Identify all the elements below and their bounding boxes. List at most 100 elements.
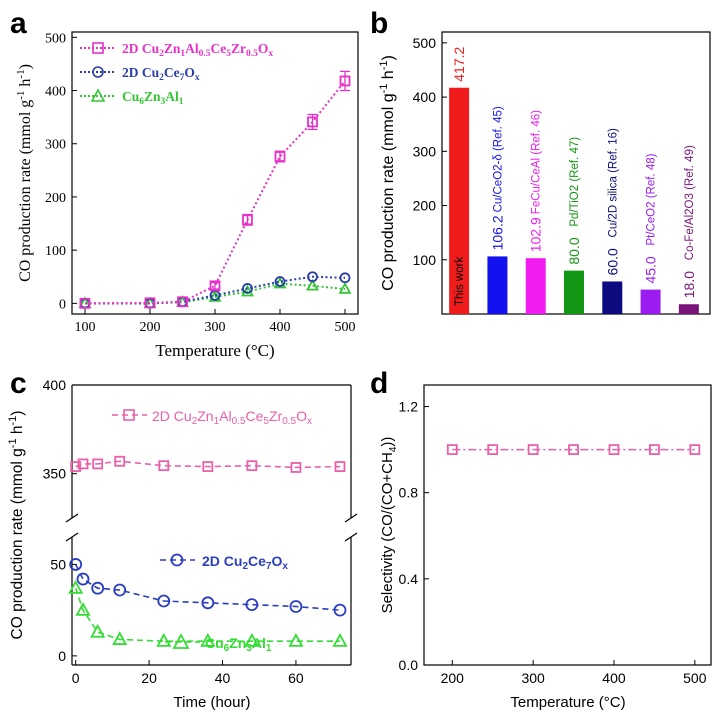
x-tick-label: 40 xyxy=(215,670,231,686)
label-square-icon xyxy=(123,409,135,421)
x-tick-label: 200 xyxy=(140,320,161,335)
data-point xyxy=(568,444,579,456)
data-point xyxy=(69,558,83,571)
panel-label-c: c xyxy=(10,367,27,400)
data-point xyxy=(689,444,701,456)
data-point xyxy=(112,631,128,645)
y-tick-label: 500 xyxy=(413,35,437,51)
panel-d-axes: 200 300 400 500 0.0 0.4 0.8 1.2 xyxy=(399,399,707,686)
bar-category-label: Cu/CeO2-δ (Ref. 45) xyxy=(492,106,504,212)
bar-value-label: 60.0 xyxy=(604,248,620,275)
label-entry-1: 2D Cu2Zn1Al0.5Ce5Zr0.5Ox xyxy=(112,408,312,427)
y-tick-label: 400 xyxy=(45,85,66,100)
x-tick-label: 200 xyxy=(441,670,465,686)
y-tick-label: 0 xyxy=(59,297,66,312)
data-point xyxy=(487,444,499,456)
data-point xyxy=(114,455,126,467)
panel-c-series-labels: 2D Cu2Zn1Al0.5Ce5Zr0.5Ox 2D Cu2Ce7Ox Cu6… xyxy=(112,408,312,654)
y-tick-label: 400 xyxy=(413,89,437,105)
x-tick-label: 300 xyxy=(205,320,226,335)
data-point xyxy=(76,572,90,586)
data-point xyxy=(241,284,254,297)
bar-category-label: Cu/2D silica (Ref. 16) xyxy=(607,128,619,237)
label-circle-icon xyxy=(170,553,184,567)
panel-c-marks xyxy=(68,455,348,647)
data-point xyxy=(91,581,105,595)
y-tick-label: 400 xyxy=(43,377,67,393)
series-label-cuznal: Cu6Zn3Al1 xyxy=(205,635,272,654)
data-point xyxy=(158,460,170,472)
y-tick-label: 100 xyxy=(413,252,437,268)
data-point xyxy=(246,460,258,472)
axis-break-mark xyxy=(344,532,358,542)
data-point xyxy=(201,596,215,610)
legend-entry-3: Cu6Zn3Al1 xyxy=(80,88,184,107)
label-entry-2: 2D Cu2Ce7Ox xyxy=(160,553,288,572)
data-point xyxy=(274,276,286,287)
data-point xyxy=(334,461,346,472)
legend-label-cuznal: Cu6Zn3Al1 xyxy=(122,89,184,107)
data-point xyxy=(332,633,348,647)
x-tick-label: 400 xyxy=(270,320,291,335)
y-tick-label: 1.2 xyxy=(399,399,419,415)
series-label-cuznalcezr: 2D Cu2Zn1Al0.5Ce5Zr0.5Ox xyxy=(152,408,312,427)
bar-category-label: Pd/TiO2 (Ref. 47) xyxy=(569,137,581,227)
panel-a-legend: 2D Cu2Zn1Al0.5Ce5Zr0.5Ox 2D Cu2Ce7Ox Cu6… xyxy=(80,41,273,107)
legend-label-cuznalcezr: 2D Cu2Zn1Al0.5Ce5Zr0.5Ox xyxy=(122,41,273,59)
bar-category-label: Co-Fe/Al2O3 (Ref. 49) xyxy=(684,145,696,260)
bar xyxy=(525,258,546,314)
data-point xyxy=(242,283,253,294)
bar xyxy=(640,289,661,314)
x-tick-label: 100 xyxy=(75,320,96,335)
data-point xyxy=(70,461,82,472)
legend-entry-1: 2D Cu2Zn1Al0.5Ce5Zr0.5Ox xyxy=(80,41,273,59)
axis-break-mark xyxy=(65,532,79,542)
bar-value-label: 102.9 xyxy=(528,217,544,252)
panel-c-axes: 0 20 40 60 350 400 0 50 xyxy=(43,377,358,686)
data-point xyxy=(306,278,319,291)
x-tick-label: 300 xyxy=(521,670,545,686)
data-point xyxy=(288,633,304,647)
data-point xyxy=(68,580,84,594)
data-point xyxy=(113,583,127,597)
data-point xyxy=(144,297,156,309)
series-line xyxy=(74,587,340,643)
label-triangle-icon xyxy=(172,633,190,649)
panel-a-marks xyxy=(78,70,352,309)
y-tick-label: 50 xyxy=(50,556,66,572)
data-point xyxy=(157,594,171,608)
data-point xyxy=(307,116,318,128)
panel-a-ylabel: CO production rate (mmol g-1 h-1) xyxy=(15,64,34,282)
data-point xyxy=(290,462,302,473)
data-point xyxy=(200,633,216,647)
data-point xyxy=(208,289,222,302)
bar xyxy=(678,304,699,314)
bar-value-label: 417.2 xyxy=(451,47,467,82)
bar-value-label: 106.2 xyxy=(489,215,505,250)
x-tick-label: 20 xyxy=(141,670,157,686)
data-point xyxy=(77,458,89,470)
panel-c-ylabel: CO production rate (mmol g-1 h-1) xyxy=(7,411,26,640)
panel-b-axes: 100 200 300 400 500 xyxy=(413,35,447,268)
legend-square-icon xyxy=(92,42,104,54)
y-tick-label: 0 xyxy=(58,648,66,664)
bar-value-label: 80.0 xyxy=(566,237,582,264)
panel-a-frame xyxy=(71,31,359,315)
y-tick-label: 0.8 xyxy=(399,485,419,501)
y-tick-label: 100 xyxy=(45,244,66,259)
legend-label-cuce: 2D Cu2Ce7Ox xyxy=(122,65,200,83)
series-line xyxy=(84,80,346,305)
data-point xyxy=(289,600,303,613)
y-tick-label: 350 xyxy=(43,466,67,482)
panel-b: 100 200 300 400 500 417.2 This work 106.2 Cu/Ce… xyxy=(378,31,711,315)
panel-label-d: d xyxy=(370,367,388,400)
panel-label-a: a xyxy=(10,7,27,40)
y-tick-label: 200 xyxy=(45,191,66,206)
series-label-cuce: 2D Cu2Ce7Ox xyxy=(202,553,288,572)
data-point xyxy=(527,444,539,456)
x-tick-label: 400 xyxy=(602,670,626,686)
bar xyxy=(564,270,584,314)
data-point xyxy=(649,444,660,456)
data-point xyxy=(338,281,352,294)
